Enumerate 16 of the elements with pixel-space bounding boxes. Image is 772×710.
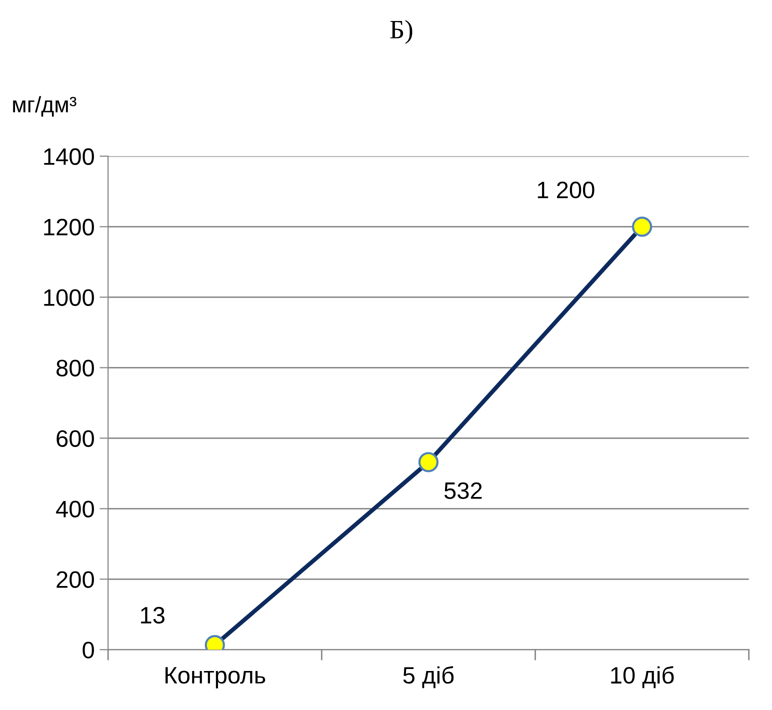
y-axis-title: мг/дм³ xyxy=(13,96,76,117)
x-tick-label: Контроль xyxy=(166,667,266,688)
y-tick-label: 200 xyxy=(56,571,94,588)
data-label: 13 xyxy=(141,606,164,624)
y-tick-label: 800 xyxy=(56,360,94,376)
data-label: 532 xyxy=(444,482,482,500)
x-tick-label: 5 діб xyxy=(403,666,454,688)
y-tick-label: 1400 xyxy=(44,148,94,165)
y-tick-label: 600 xyxy=(56,430,94,447)
y-tick-label: 400 xyxy=(56,500,94,518)
y-tick-label: 0 xyxy=(82,642,94,658)
y-tick-label: 1200 xyxy=(44,218,94,236)
y-tick-label: 1000 xyxy=(44,289,94,306)
chart-title: Б) xyxy=(390,20,412,44)
data-label: 1 200 xyxy=(538,182,594,198)
x-tick-label: 10 діб xyxy=(611,666,674,688)
